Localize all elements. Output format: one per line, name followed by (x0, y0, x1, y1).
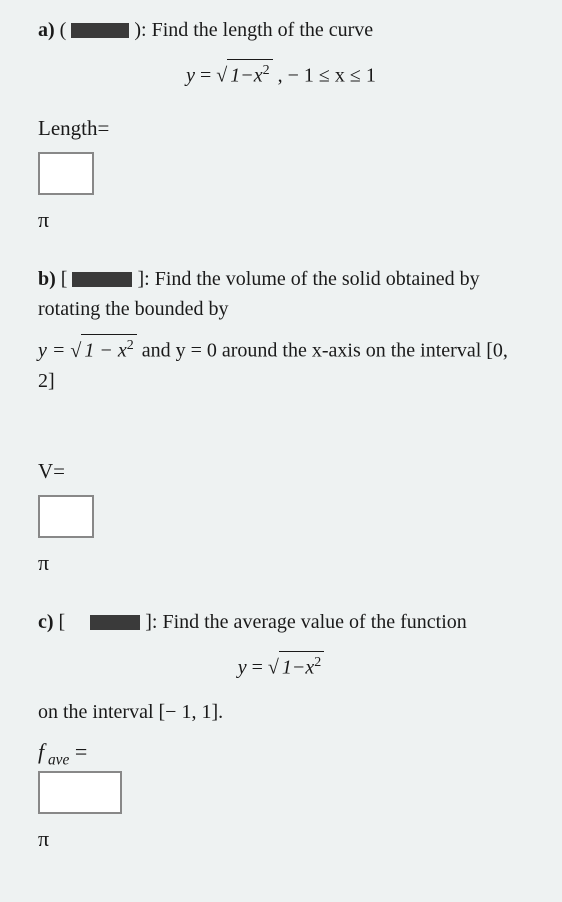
sqrt-inner-c: 1−x (282, 657, 314, 679)
prompt-c: c) [ ]: Find the average value of the fu… (38, 607, 524, 637)
formula-range-a: , − 1 ≤ x ≤ 1 (273, 65, 376, 87)
fave-sub: ave (44, 751, 69, 768)
pi-b: π (38, 546, 524, 579)
formula-eq-a: = (195, 65, 216, 87)
formula-c: y = √1−x2 (38, 651, 524, 683)
question-c: c) [ ]: Find the average value of the fu… (38, 607, 524, 855)
b-pre: y = (38, 340, 70, 362)
sqrt-sym-b: √ (70, 340, 81, 362)
interval-c: on the interval [− 1, 1]. (38, 697, 524, 727)
redacted-c (90, 615, 140, 630)
bracket-open-a: ( (60, 19, 67, 41)
prompt-a: a) ( ): Find the length of the curve (38, 15, 524, 45)
redacted-b (72, 272, 132, 287)
sqrt-sym-a: √ (216, 65, 227, 87)
prompt-b: b) [ ]: Find the volume of the solid obt… (38, 264, 524, 324)
sqrt-exp-b: 2 (127, 338, 134, 353)
sqrt-sym-c: √ (268, 657, 279, 679)
volume-label: V= (38, 456, 524, 488)
sqrt-inner-a: 1−x (230, 65, 262, 87)
bracket-open-c: [ (59, 611, 66, 633)
sqrt-inner-b: 1 − x (84, 340, 126, 362)
sqrt-exp-c: 2 (314, 655, 321, 670)
redacted-a (71, 23, 129, 38)
formula-y-c: y (238, 657, 247, 679)
formula-b: y = √1 − x2 and y = 0 around the x-axis … (38, 334, 524, 396)
prompt-text-c: : Find the average value of the function (152, 611, 467, 633)
pi-a: π (38, 203, 524, 236)
pi-c: π (38, 822, 524, 855)
fave-eq: = (69, 739, 87, 764)
length-input[interactable] (38, 152, 94, 195)
question-a: a) ( ): Find the length of the curve y =… (38, 15, 524, 236)
sqrt-content-a: 1−x2 (227, 59, 272, 91)
label-b: b) (38, 268, 56, 290)
bracket-close-a: ) (134, 19, 141, 41)
bracket-open-b: [ (61, 268, 68, 290)
formula-y-a: y (186, 65, 195, 87)
prompt-text-a: : Find the length of the curve (141, 19, 373, 41)
fave-input[interactable] (38, 771, 122, 814)
question-b: b) [ ]: Find the volume of the solid obt… (38, 264, 524, 579)
bracket-close-c: ] (145, 611, 152, 633)
sqrt-exp-a: 2 (263, 63, 270, 78)
formula-a: y = √1−x2 , − 1 ≤ x ≤ 1 (38, 59, 524, 91)
fave-label: f ave = (38, 735, 524, 772)
length-label: Length= (38, 113, 524, 145)
label-c: c) (38, 611, 54, 633)
sqrt-content-c: 1−x2 (279, 651, 324, 683)
volume-input[interactable] (38, 495, 94, 538)
sqrt-content-b: 1 − x2 (81, 334, 136, 366)
formula-eq-c: = (247, 657, 268, 679)
label-a: a) (38, 19, 55, 41)
